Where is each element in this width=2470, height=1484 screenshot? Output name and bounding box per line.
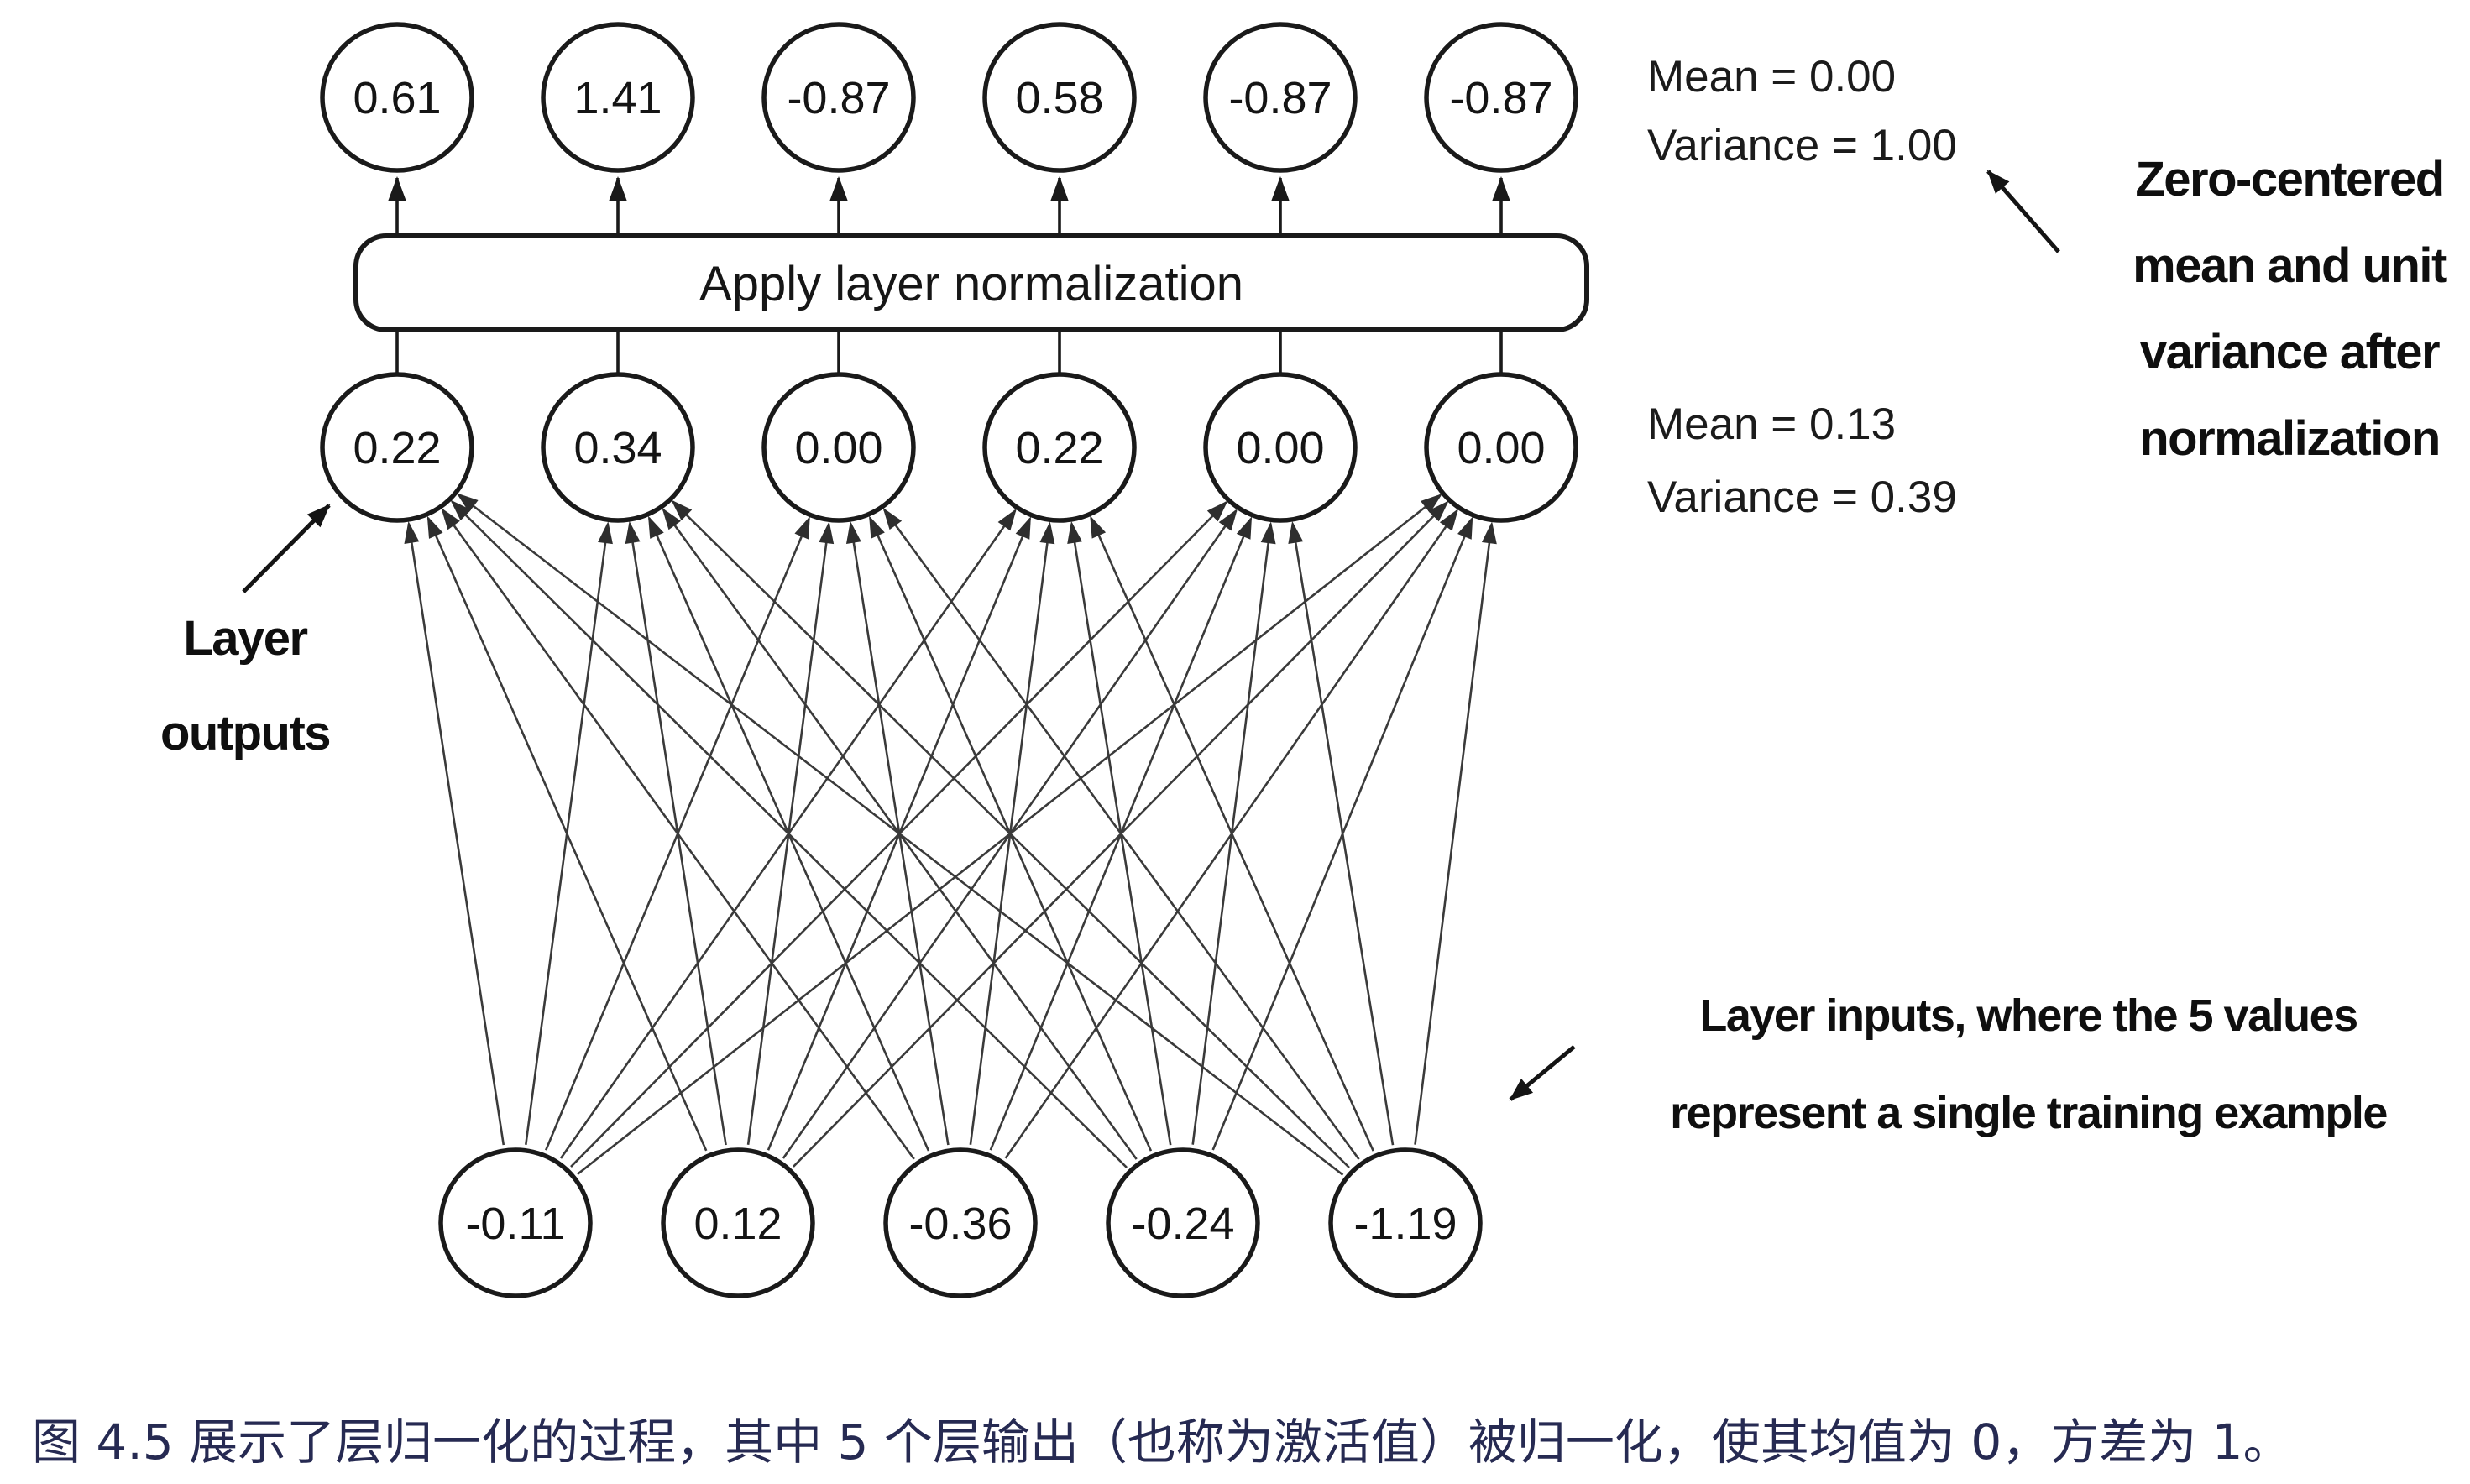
layer-input-node (1328, 1147, 1483, 1298)
connection-line (404, 520, 505, 1146)
layer-input-nodes: -0.11 0.12 -0.36 -0.24 -1.19 (438, 1147, 1483, 1298)
connection-line (671, 499, 1350, 1168)
layer-inputs-note-line1: Layer inputs, where the 5 values (1699, 990, 2357, 1041)
zero-centered-note-line1: Zero-centered (2135, 152, 2443, 206)
layer-output-node (320, 372, 474, 523)
normalized-output-node-value: -0.87 (1228, 73, 1332, 123)
normalized-output-node (982, 22, 1137, 173)
figure-caption: 图 4.5 展示了层归一化的过程，其中 5 个层输出（也称为激活值）被归一化，使… (32, 1413, 2292, 1471)
zero-centered-note-line3: variance after (2140, 325, 2440, 379)
connection-line (450, 499, 1128, 1168)
layer-outputs-note-line2: outputs (160, 706, 330, 760)
layer-output-node-value: 0.00 (794, 423, 882, 473)
layer-output-node (1424, 372, 1578, 523)
layer-inputs-note-line2: represent a single training example (1670, 1088, 2387, 1138)
normalized-output-node (541, 22, 695, 173)
layer-output-nodes: 0.22 0.34 0.00 0.22 0.00 0.00 (320, 372, 1578, 523)
layer-normalization-label: Apply layer normalization (699, 257, 1243, 311)
connection-line (1414, 521, 1497, 1145)
layer-inputs-note-arrow (1509, 1045, 1576, 1101)
normalized-output-node-value: 1.41 (573, 73, 662, 123)
layer-input-node (883, 1147, 1038, 1298)
layer-input-node (661, 1147, 815, 1298)
normalized-output-node (1203, 22, 1358, 173)
layer-output-node (541, 372, 695, 523)
layer-output-node (982, 372, 1137, 523)
input-output-connections (404, 493, 1497, 1176)
connection-line (441, 507, 915, 1160)
zero-centered-note-line2: mean and unit (2132, 238, 2447, 293)
connection-line (882, 507, 1360, 1160)
zero-centered-note: Zero-centered mean and unit variance aft… (2132, 152, 2448, 466)
layer-outputs-note-line1: Layer (183, 611, 307, 666)
layer-output-node (1203, 372, 1358, 523)
layer-output-node-value: 0.22 (1015, 423, 1103, 473)
layer-input-node-value: -0.11 (465, 1199, 565, 1249)
layer-input-node-value: -1.19 (1353, 1199, 1457, 1249)
zero-centered-note-line4: normalization (2139, 411, 2440, 466)
connection-line (456, 493, 1344, 1176)
normalized-output-node (320, 22, 474, 173)
raw-mean-label: Mean = 0.13 (1647, 400, 1896, 449)
connection-line (426, 515, 708, 1152)
layer-input-node-value: 0.12 (693, 1199, 782, 1249)
normalized-output-node (1424, 22, 1578, 173)
normalized-output-node-value: -0.87 (1449, 73, 1552, 123)
normalization-flow-lines (388, 176, 1510, 373)
normalized-output-node-value: -0.87 (787, 73, 890, 123)
layer-outputs-note-arrow (242, 504, 331, 593)
raw-variance-label: Variance = 0.39 (1647, 473, 1957, 522)
layer-input-node (1106, 1147, 1260, 1298)
connection-line (1090, 515, 1374, 1152)
layer-output-node-value: 0.22 (353, 423, 441, 473)
layer-input-node-value: -0.24 (1131, 1199, 1234, 1249)
normalized-output-node (761, 22, 916, 173)
layer-output-node-value: 0.34 (573, 423, 662, 473)
normalized-output-nodes: 0.61 1.41 -0.87 0.58 -0.87 -0.87 (320, 22, 1578, 173)
zero-centered-note-arrow (1986, 170, 2060, 253)
normalized-mean-label: Mean = 0.00 (1647, 52, 1896, 102)
layer-output-node (761, 372, 916, 523)
normalized-variance-label: Variance = 1.00 (1647, 121, 1957, 170)
layer-input-node (438, 1147, 593, 1298)
layer-normalization-box (353, 233, 1589, 332)
normalized-output-node-value: 0.61 (353, 73, 441, 123)
layer-inputs-note: Layer inputs, where the 5 values represe… (1670, 990, 2389, 1138)
layer-output-node-value: 0.00 (1457, 423, 1545, 473)
layer-input-node-value: -0.36 (908, 1199, 1012, 1249)
normalized-output-node-value: 0.58 (1015, 73, 1103, 123)
layer-outputs-note: Layer outputs (160, 611, 332, 760)
layer-output-node-value: 0.00 (1236, 423, 1324, 473)
connection-line (1288, 520, 1395, 1146)
